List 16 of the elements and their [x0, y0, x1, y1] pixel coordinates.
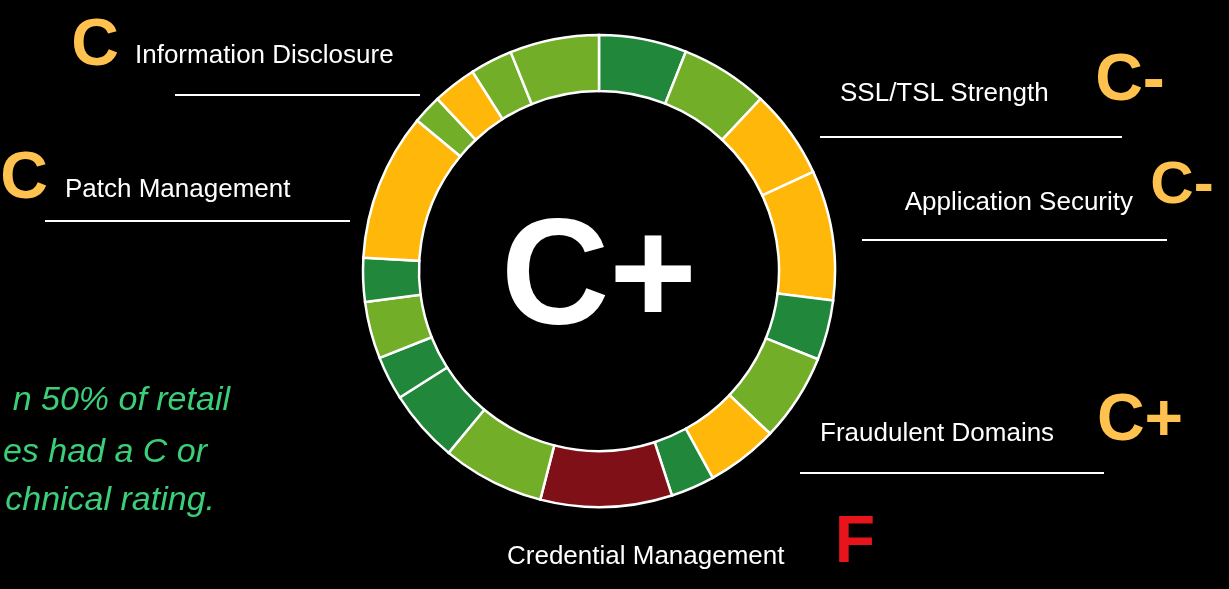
text: Credential Management [507, 540, 786, 570]
text: es had a C or [2, 431, 209, 469]
text: SSL/TSL Strength [840, 77, 1049, 107]
text: C- [1095, 40, 1165, 114]
text: F [834, 502, 876, 576]
text: C+ [501, 188, 697, 356]
text: Patch Management [65, 173, 292, 203]
text: C+ [1096, 380, 1184, 454]
text: C [0, 138, 48, 212]
text: C [71, 5, 119, 79]
text: Application Security [904, 186, 1133, 216]
text: Fraudulent Domains [820, 417, 1055, 447]
text: n 50% of retail [12, 379, 232, 417]
text: chnical rating. [5, 479, 215, 517]
text: Information Disclosure [135, 39, 394, 69]
text: C- [1150, 149, 1214, 216]
